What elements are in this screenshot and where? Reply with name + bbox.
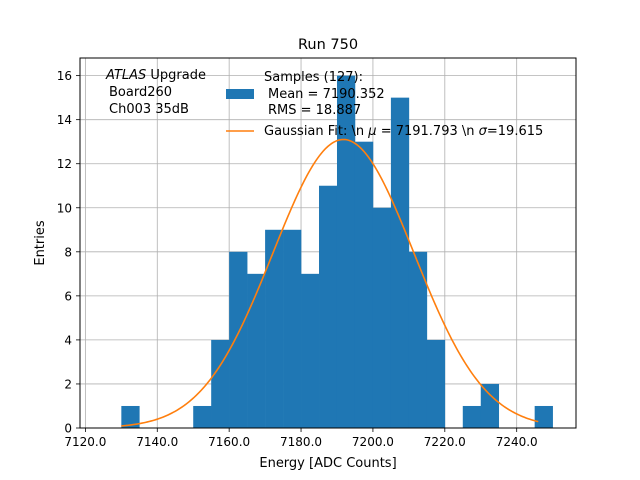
atlas-label: ATLAS <box>105 68 146 83</box>
legend: Samples (127): Mean = 7190.352 RMS = 18.… <box>226 70 543 139</box>
histogram-bar <box>247 273 266 428</box>
gaussian-fit-curve <box>121 138 539 427</box>
y-tick-label: 10 <box>57 201 72 215</box>
axes-frame <box>79 57 577 429</box>
histogram-bar <box>319 185 338 428</box>
annotation-line-2: Board260 <box>109 85 172 100</box>
x-tick-label: 7140.0 <box>136 435 178 449</box>
x-tick-label: 7220.0 <box>424 435 466 449</box>
y-tick-label: 0 <box>64 422 72 436</box>
y-axis-label: Entries <box>33 220 48 266</box>
histogram-bars <box>121 75 553 429</box>
histogram-bar <box>283 229 302 428</box>
histogram-bar <box>408 251 428 428</box>
annotation-line-1: ATLAS Upgrade <box>105 68 206 83</box>
y-tick-label: 14 <box>57 113 72 127</box>
chart-title: Run 750 <box>298 37 358 53</box>
histogram-bar <box>336 75 356 428</box>
legend-fit-suffix: =19.615 <box>487 124 543 139</box>
histogram-bar <box>372 207 392 428</box>
legend-histogram-line-3: RMS = 18.887 <box>268 103 361 118</box>
legend-histogram-line-2: Mean = 7190.352 <box>268 87 385 102</box>
histogram-bar <box>480 383 500 428</box>
histogram-bar <box>534 405 553 428</box>
legend-fit-prefix: Gaussian Fit: \n <box>264 124 368 139</box>
histogram-bar <box>301 273 320 428</box>
histogram-bar <box>462 405 482 428</box>
y-tick-label: 12 <box>57 157 72 171</box>
y-tick-label: 8 <box>64 245 72 259</box>
histogram-bar <box>265 229 284 428</box>
x-axis-label: Energy [ADC Counts] <box>259 456 396 471</box>
histogram-bar <box>426 339 446 428</box>
upgrade-label: Upgrade <box>146 68 206 83</box>
x-tick-label: 7200.0 <box>352 435 394 449</box>
x-tick-label: 7180.0 <box>280 435 322 449</box>
plot-area: 7120.0 7140.0 7160.0 7180.0 7200.0 7220.0 7240… <box>57 57 577 449</box>
legend-fit-mid: = 7191.793 \n <box>377 124 479 139</box>
y-tick-label: 2 <box>64 377 72 391</box>
legend-fit-text: Gaussian Fit: \n μ = 7191.793 \n σ=19.61… <box>264 124 543 139</box>
x-tick-label: 7120.0 <box>64 435 106 449</box>
legend-histogram-swatch <box>226 89 254 99</box>
atlas-annotation: ATLAS Upgrade Board260 Ch003 35dB <box>105 68 206 117</box>
y-tick-label: 6 <box>64 289 72 303</box>
y-axis-ticks: 0 2 4 6 8 10 12 14 16 <box>57 69 80 436</box>
histogram-bar <box>354 141 374 428</box>
histogram-bar <box>390 97 410 429</box>
x-axis-ticks: 7120.0 7140.0 7160.0 7180.0 7200.0 7220.0 7240… <box>64 428 538 449</box>
histogram-bar <box>193 405 212 428</box>
histogram-bar <box>121 405 140 428</box>
x-tick-label: 7160.0 <box>208 435 250 449</box>
y-tick-label: 16 <box>57 69 72 83</box>
x-tick-label: 7240.0 <box>496 435 538 449</box>
legend-fit-mu: μ <box>367 124 376 139</box>
legend-histogram-line-1: Samples (127): <box>264 70 363 85</box>
y-tick-label: 4 <box>64 333 72 347</box>
histogram-bar <box>211 339 230 428</box>
annotation-line-3: Ch003 35dB <box>109 102 189 117</box>
legend-fit-sigma: σ <box>479 124 488 139</box>
histogram-bar <box>229 251 248 428</box>
